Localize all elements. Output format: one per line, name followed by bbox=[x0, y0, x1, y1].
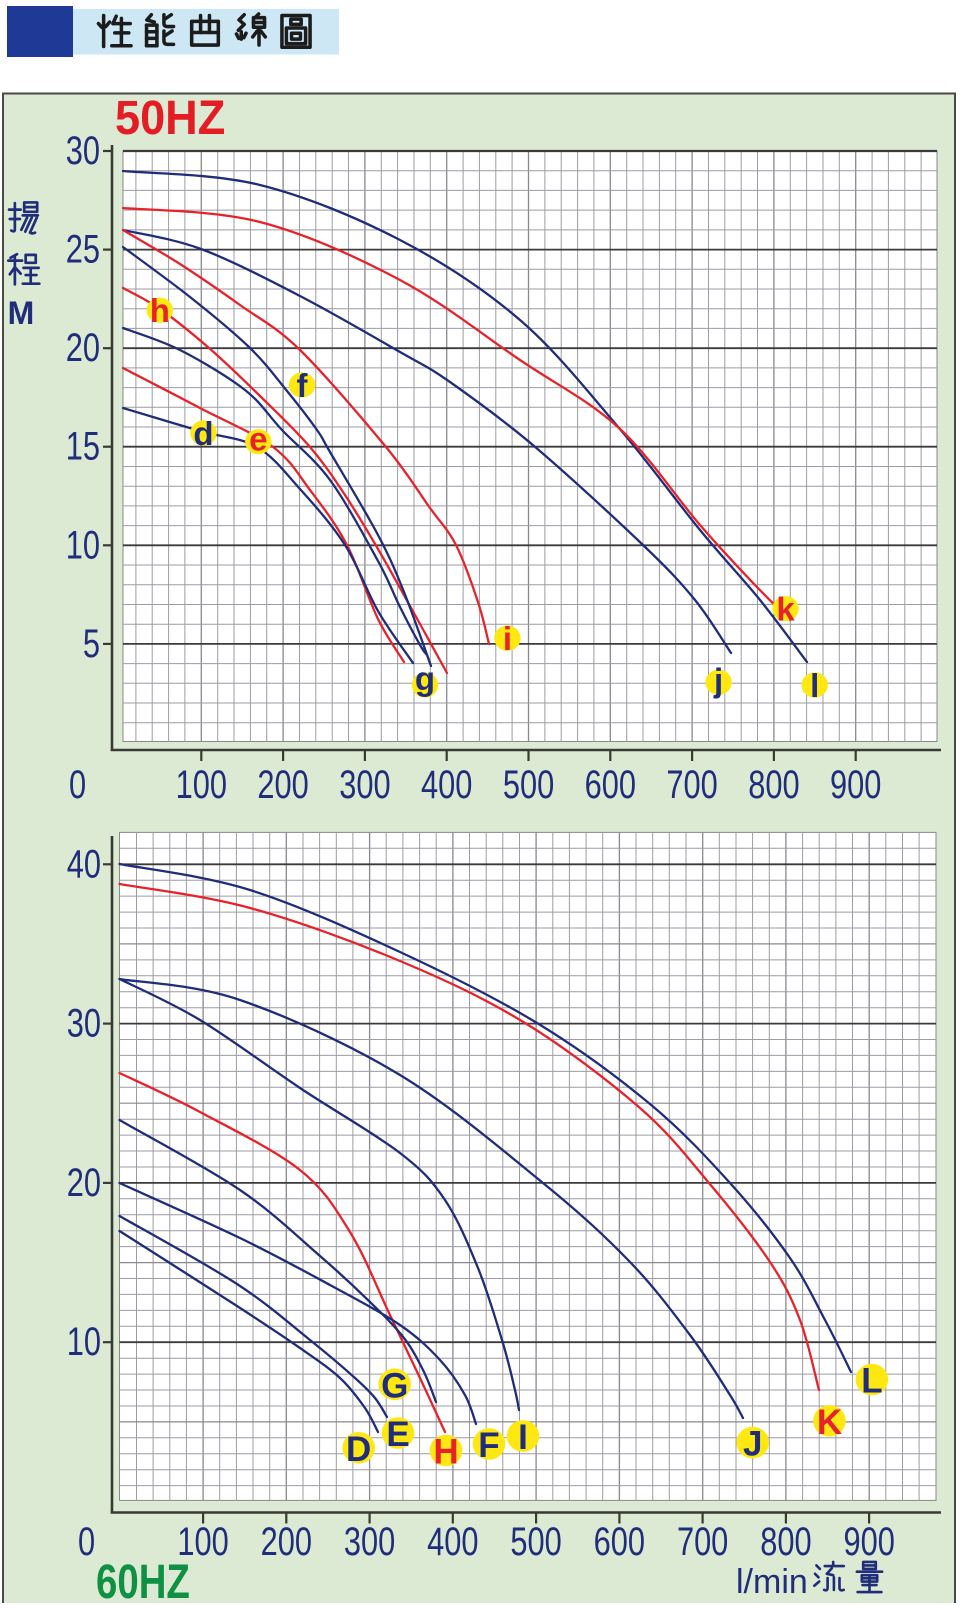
svg-text:60HZ: 60HZ bbox=[96, 1556, 190, 1603]
svg-text:15: 15 bbox=[66, 424, 100, 469]
svg-text:500: 500 bbox=[510, 1519, 561, 1564]
svg-text:E: E bbox=[386, 1415, 409, 1454]
svg-text:800: 800 bbox=[760, 1519, 811, 1564]
svg-text:400: 400 bbox=[421, 762, 472, 807]
svg-text:d: d bbox=[193, 415, 213, 452]
svg-text:700: 700 bbox=[677, 1519, 728, 1564]
svg-text:K: K bbox=[817, 1403, 842, 1442]
svg-text:100: 100 bbox=[177, 1519, 228, 1564]
svg-text:M: M bbox=[8, 295, 35, 331]
svg-text:30: 30 bbox=[67, 1001, 101, 1046]
svg-text:200: 200 bbox=[261, 1519, 312, 1564]
svg-text:300: 300 bbox=[339, 762, 390, 807]
svg-text:I: I bbox=[518, 1418, 528, 1457]
svg-text:800: 800 bbox=[748, 762, 799, 807]
svg-text:G: G bbox=[381, 1366, 408, 1405]
svg-text:20: 20 bbox=[66, 325, 100, 370]
svg-text:J: J bbox=[743, 1425, 762, 1464]
svg-text:200: 200 bbox=[257, 762, 308, 807]
svg-text:l: l bbox=[810, 667, 819, 704]
svg-text:e: e bbox=[249, 421, 267, 458]
svg-text:D: D bbox=[346, 1430, 371, 1469]
svg-text:600: 600 bbox=[594, 1519, 645, 1564]
svg-text:900: 900 bbox=[843, 1519, 894, 1564]
svg-text:600: 600 bbox=[585, 762, 636, 807]
svg-text:20: 20 bbox=[67, 1160, 101, 1205]
svg-text:0: 0 bbox=[69, 762, 86, 807]
svg-text:500: 500 bbox=[503, 762, 554, 807]
svg-text:g: g bbox=[415, 660, 435, 697]
svg-text:400: 400 bbox=[427, 1519, 478, 1564]
svg-text:300: 300 bbox=[344, 1519, 395, 1564]
svg-text:10: 10 bbox=[67, 1319, 101, 1364]
svg-text:f: f bbox=[297, 367, 309, 404]
svg-text:k: k bbox=[776, 591, 795, 628]
svg-text:j: j bbox=[713, 661, 723, 698]
svg-text:10: 10 bbox=[66, 522, 100, 567]
svg-text:l/min: l/min bbox=[736, 1563, 808, 1601]
svg-text:h: h bbox=[150, 292, 170, 329]
svg-text:L: L bbox=[861, 1362, 882, 1401]
svg-text:40: 40 bbox=[67, 841, 101, 886]
svg-text:H: H bbox=[433, 1433, 458, 1472]
svg-text:900: 900 bbox=[830, 762, 881, 807]
svg-text:25: 25 bbox=[66, 227, 100, 272]
svg-text:0: 0 bbox=[78, 1519, 95, 1564]
svg-text:i: i bbox=[503, 620, 512, 657]
svg-text:100: 100 bbox=[176, 762, 227, 807]
svg-text:F: F bbox=[478, 1426, 499, 1465]
svg-text:50HZ: 50HZ bbox=[115, 91, 225, 145]
svg-text:5: 5 bbox=[83, 621, 100, 666]
svg-text:30: 30 bbox=[66, 128, 100, 173]
svg-text:700: 700 bbox=[666, 762, 717, 807]
